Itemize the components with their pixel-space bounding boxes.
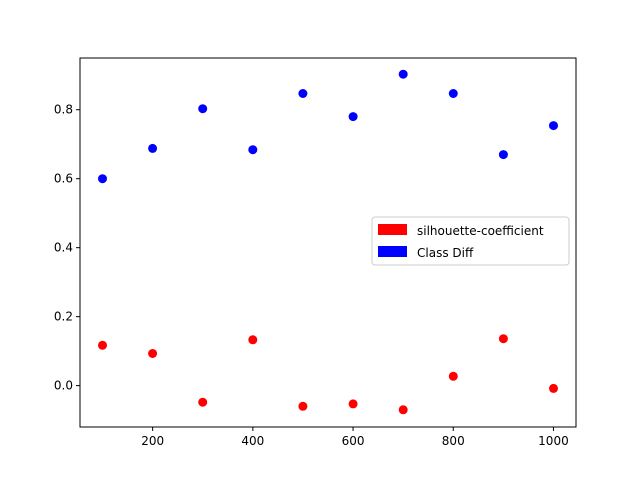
- point-silhouette-coefficient-1: [148, 349, 158, 358]
- point-silhouette-coefficient-9: [549, 383, 558, 393]
- point-silhouette-coefficient-6: [398, 405, 408, 415]
- point-silhouette-coefficient-7: [448, 371, 458, 381]
- y-tick-label: 0.8: [54, 103, 73, 117]
- x-tick-label: 400: [241, 434, 264, 448]
- point-class-diff-6: [398, 69, 408, 79]
- y-tick-label: 0.6: [54, 172, 73, 186]
- point-silhouette-coefficient-0: [98, 340, 107, 350]
- point-silhouette-coefficient-2: [198, 397, 208, 407]
- y-tick-label: 0.4: [54, 241, 73, 255]
- y-tick-label: 0.2: [54, 310, 73, 324]
- legend-label-silhouette-coefficient: silhouette-coefficient: [417, 224, 544, 238]
- point-silhouette-coefficient-8: [498, 334, 508, 344]
- legend-label-class-diff: Class Diff: [417, 246, 474, 260]
- plot-frame: [79, 57, 577, 428]
- x-tick-label: 200: [141, 434, 164, 448]
- point-class-diff-1: [148, 143, 158, 153]
- legend-swatch-class-diff: [378, 246, 407, 257]
- x-axis: 200 400 600 800 1000: [141, 427, 569, 448]
- point-class-diff-9: [549, 121, 558, 131]
- point-class-diff-8: [498, 150, 508, 160]
- point-class-diff-0: [98, 174, 107, 184]
- legend-box: [371, 216, 570, 266]
- point-class-diff-5: [348, 112, 358, 122]
- point-silhouette-coefficient-5: [348, 399, 358, 409]
- x-tick-label: 1000: [538, 434, 569, 448]
- point-class-diff-3: [248, 145, 258, 155]
- y-axis: 0.0 0.2 0.4 0.6 0.8: [54, 103, 80, 393]
- data-points: [98, 69, 558, 415]
- y-tick-label: 0.0: [54, 379, 73, 393]
- x-tick-label: 600: [342, 434, 365, 448]
- point-class-diff-4: [298, 89, 308, 98]
- legend-swatch-silhouette-coefficient: [378, 224, 407, 235]
- legend: silhouette-coefficient Class Diff: [371, 216, 570, 266]
- point-class-diff-7: [448, 89, 458, 98]
- point-silhouette-coefficient-3: [248, 335, 258, 345]
- point-class-diff-2: [198, 104, 208, 114]
- x-tick-label: 800: [442, 434, 465, 448]
- point-silhouette-coefficient-4: [298, 401, 308, 411]
